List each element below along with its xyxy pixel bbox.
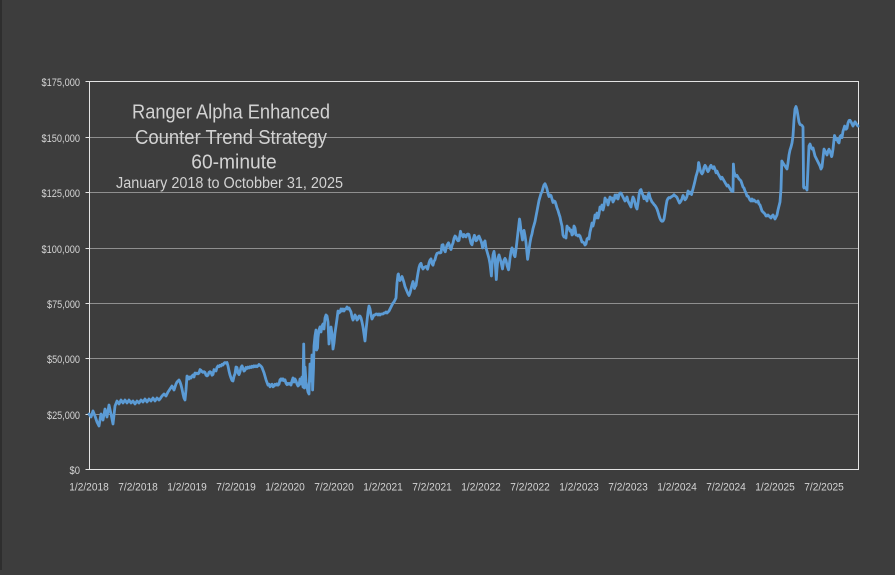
svg-text:7/2/2024: 7/2/2024 — [706, 482, 746, 494]
svg-text:1/2/2021: 1/2/2021 — [363, 482, 403, 494]
svg-text:7/2/2023: 7/2/2023 — [608, 482, 648, 494]
svg-text:1/2/2024: 1/2/2024 — [657, 482, 697, 494]
svg-text:$100,000: $100,000 — [42, 244, 81, 256]
svg-text:7/2/2021: 7/2/2021 — [412, 482, 452, 494]
svg-text:7/2/2018: 7/2/2018 — [118, 482, 158, 494]
svg-text:January 2018 to Octobber 31, 2: January 2018 to Octobber 31, 2025 — [116, 175, 343, 192]
svg-text:$125,000: $125,000 — [42, 188, 81, 200]
svg-text:7/2/2022: 7/2/2022 — [510, 482, 550, 494]
svg-text:$75,000: $75,000 — [47, 299, 80, 311]
svg-text:$25,000: $25,000 — [47, 410, 80, 422]
svg-text:1/2/2018: 1/2/2018 — [69, 482, 109, 494]
svg-text:1/2/2019: 1/2/2019 — [167, 482, 207, 494]
svg-text:Ranger Alpha Enhanced: Ranger Alpha Enhanced — [132, 102, 330, 124]
svg-text:1/2/2025: 1/2/2025 — [755, 482, 795, 494]
svg-text:$175,000: $175,000 — [42, 77, 81, 89]
svg-text:$50,000: $50,000 — [47, 354, 80, 366]
svg-text:60-minute: 60-minute — [191, 152, 277, 174]
svg-text:7/2/2025: 7/2/2025 — [804, 482, 844, 494]
svg-text:7/2/2019: 7/2/2019 — [216, 482, 256, 494]
svg-text:1/2/2020: 1/2/2020 — [265, 482, 305, 494]
svg-text:$150,000: $150,000 — [42, 133, 81, 145]
svg-text:Counter Trend Strategy: Counter Trend Strategy — [135, 127, 327, 149]
svg-text:1/2/2023: 1/2/2023 — [559, 482, 599, 494]
svg-text:$0: $0 — [70, 465, 81, 477]
svg-text:7/2/2020: 7/2/2020 — [314, 482, 354, 494]
svg-text:1/2/2022: 1/2/2022 — [461, 482, 501, 494]
